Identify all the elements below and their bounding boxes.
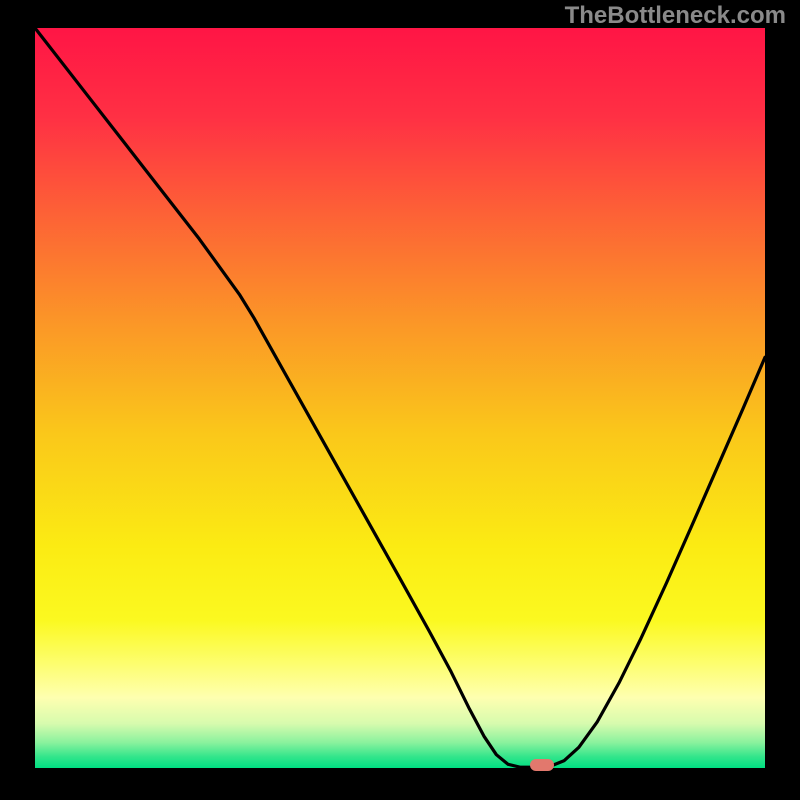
chart-container: TheBottleneck.com: [0, 0, 800, 800]
optimal-marker: [530, 759, 554, 771]
plot-svg: [35, 28, 765, 768]
watermark-label: TheBottleneck.com: [565, 2, 786, 30]
plot-area: [35, 28, 765, 768]
gradient-background: [35, 28, 765, 768]
